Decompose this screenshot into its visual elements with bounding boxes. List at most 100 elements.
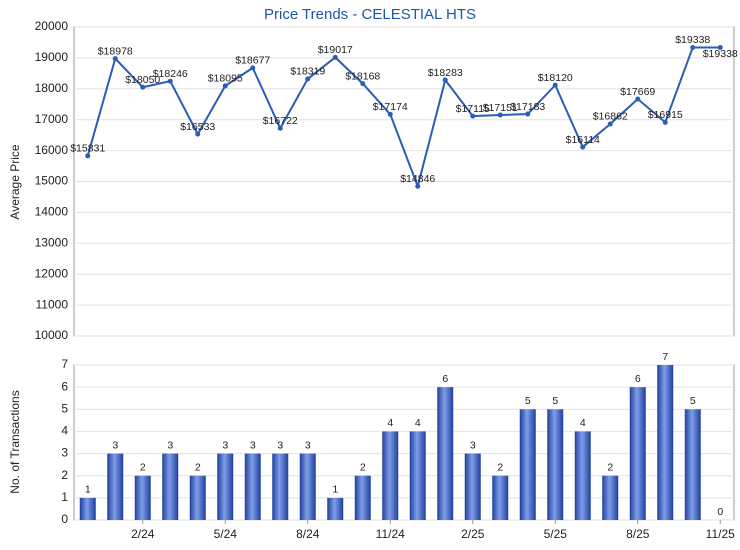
x-tick-label: 8/24 [296, 527, 320, 541]
bar [272, 453, 289, 520]
price-point [717, 44, 723, 50]
value-label: 3 [112, 439, 118, 451]
price-line [86, 46, 721, 190]
price-point [607, 121, 613, 127]
price-point [552, 82, 558, 88]
bar [629, 387, 646, 520]
value-label: 6 [442, 373, 448, 385]
price-point [690, 44, 696, 50]
price-point [305, 76, 311, 82]
value-label: $17183 [510, 101, 545, 113]
value-label: 5 [525, 395, 531, 407]
value-label: 4 [415, 417, 421, 429]
x-tick-label: 2/25 [461, 527, 485, 541]
y-tick-label: 4 [61, 424, 68, 438]
price-point [635, 96, 641, 102]
bar [382, 431, 399, 520]
bar [437, 387, 454, 520]
bar [217, 453, 234, 520]
y-tick-label: 3 [61, 446, 68, 460]
price-point [250, 65, 256, 71]
price-point [387, 111, 393, 117]
bar [299, 453, 316, 520]
price-point [442, 77, 448, 83]
price-point [277, 125, 283, 131]
bar [602, 475, 619, 520]
bar [547, 409, 564, 520]
y-tick-label: 7 [61, 357, 68, 371]
bar [244, 453, 261, 520]
y-tick-label: 13000 [35, 235, 69, 249]
price-point [470, 113, 476, 119]
value-label: 3 [167, 439, 173, 451]
value-label: $17115 [456, 103, 490, 115]
price-point [497, 112, 503, 118]
price-point [332, 54, 338, 60]
value-label: $15831 [70, 143, 105, 155]
value-label: 2 [140, 461, 146, 473]
price-point [580, 144, 586, 150]
value-label: 5 [552, 395, 558, 407]
price-point [662, 119, 668, 125]
value-label: $18120 [538, 72, 573, 84]
y-tick-label: 10000 [35, 328, 69, 342]
value-label: 3 [305, 439, 311, 451]
bar [134, 475, 151, 520]
y-tick-label: 2 [61, 468, 68, 482]
value-label: $17669 [620, 86, 655, 98]
value-label: 4 [387, 417, 393, 429]
value-label: $19338 [675, 34, 710, 46]
y-tick-label: 18000 [35, 81, 69, 95]
y-tick-label: 0 [61, 512, 68, 526]
y-tick-label: 19000 [35, 50, 69, 64]
bar [79, 497, 96, 520]
price-point [140, 84, 146, 90]
y-tick-label: 1 [61, 490, 68, 504]
price-point [222, 83, 228, 89]
value-label: $18246 [153, 68, 188, 80]
value-label: $18050 [125, 74, 160, 86]
value-label: $16114 [566, 134, 600, 146]
chart-title: Price Trends - CELESTIAL HTS [264, 6, 476, 23]
price-point [415, 183, 421, 189]
y-axis-label: No. of Transactions [8, 390, 22, 493]
value-label: $16915 [648, 109, 683, 121]
value-label: $17174 [373, 101, 408, 113]
y-tick-label: 14000 [35, 205, 69, 219]
y-tick-label: 11000 [36, 297, 69, 311]
bar [519, 409, 536, 520]
bar [657, 365, 674, 520]
value-label: 5 [690, 395, 696, 407]
x-tick-label: 2/24 [131, 527, 155, 541]
value-label: 0 [717, 506, 723, 518]
bar [327, 497, 344, 520]
bar [684, 409, 701, 520]
value-label: $16722 [263, 115, 298, 127]
bar [107, 453, 124, 520]
y-tick-label: 12000 [35, 266, 69, 280]
value-label: $18978 [98, 45, 133, 57]
bar [189, 475, 206, 520]
value-label: 3 [277, 439, 283, 451]
value-label: $16533 [180, 121, 215, 133]
x-tick-label: 11/25 [706, 527, 735, 541]
value-label: 7 [662, 351, 668, 363]
value-label: 4 [580, 417, 586, 429]
price-point [85, 153, 91, 159]
value-label: 1 [85, 484, 91, 496]
y-tick-label: 20000 [35, 19, 69, 33]
price-point [360, 81, 366, 87]
bar [492, 475, 509, 520]
value-label: $19017 [318, 44, 353, 56]
price-point [195, 131, 201, 137]
x-tick-label: 5/25 [544, 527, 568, 541]
value-label: 2 [607, 461, 613, 473]
price-point [167, 78, 173, 84]
value-label: 2 [360, 461, 366, 473]
y-tick-label: 15000 [35, 174, 69, 188]
value-label: $16862 [593, 111, 628, 123]
value-label: 1 [332, 484, 338, 496]
value-label: $19338 [703, 48, 738, 60]
value-label: $18168 [345, 70, 380, 82]
